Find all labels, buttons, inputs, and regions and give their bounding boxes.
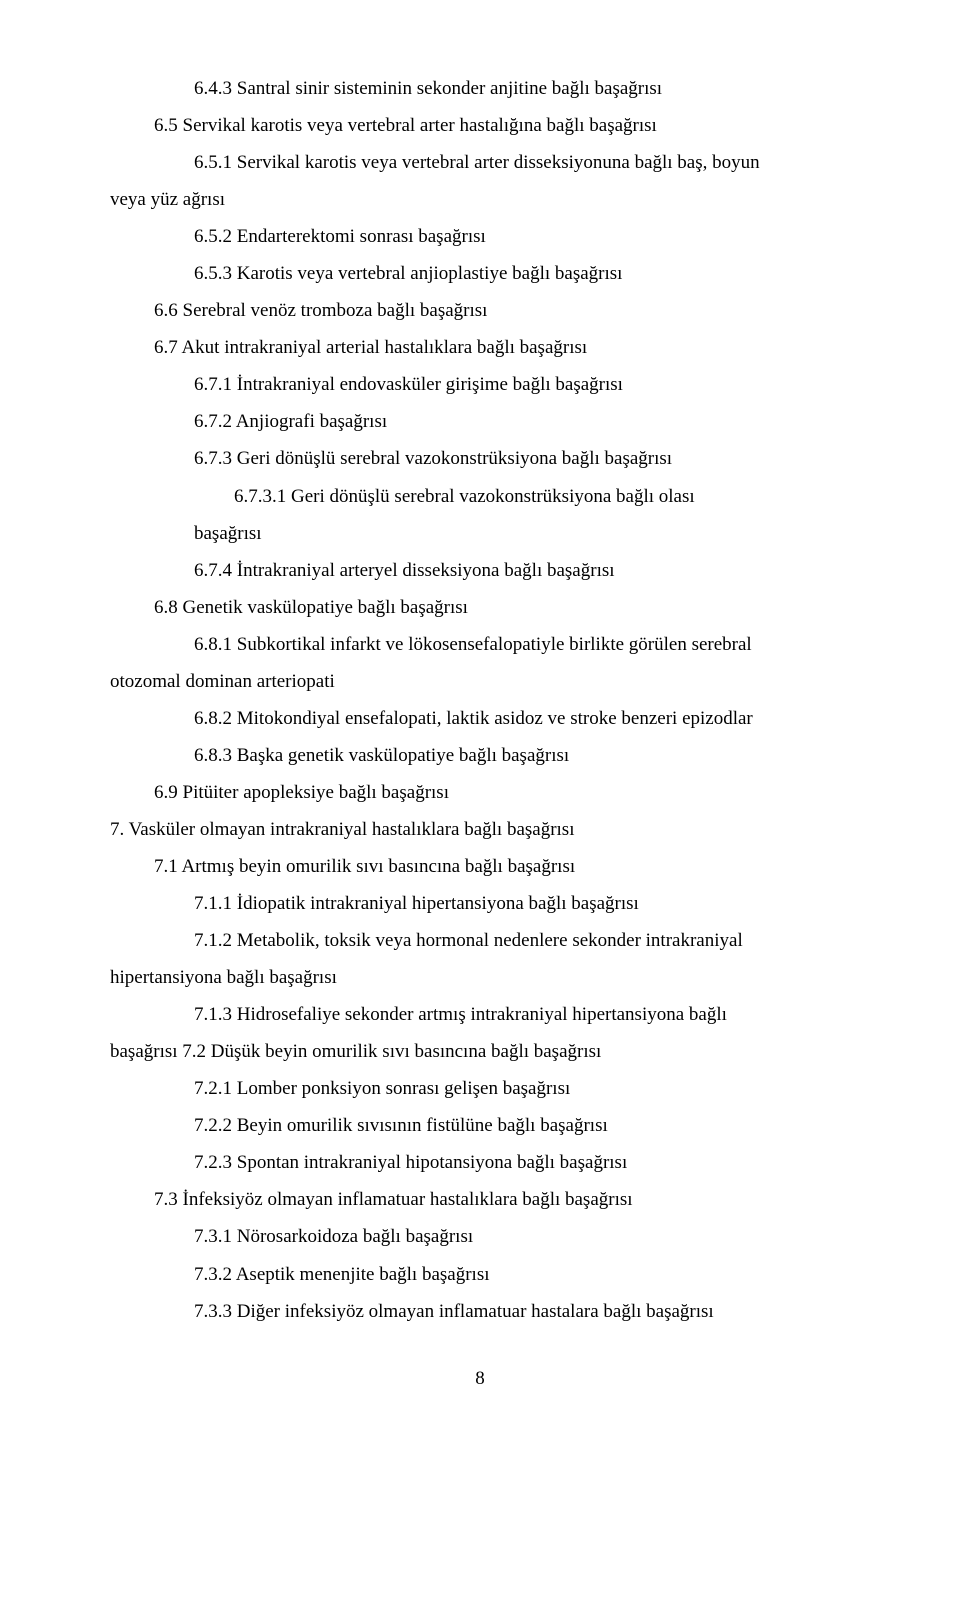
list-item: 6.9 Pitüiter apopleksiye bağlı başağrısı — [110, 774, 850, 811]
document-body: 6.4.3 Santral sinir sisteminin sekonder … — [110, 70, 850, 1397]
list-item: 6.7.4 İntrakraniyal arteryel disseksiyon… — [110, 552, 850, 589]
list-item: 6.6 Serebral venöz tromboza bağlı başağr… — [110, 292, 850, 329]
page-number: 8 — [110, 1360, 850, 1397]
list-item: 6.8 Genetik vaskülopatiye bağlı başağrıs… — [110, 589, 850, 626]
list-item: 7.1.3 Hidrosefaliye sekonder artmış intr… — [110, 996, 850, 1033]
list-item: 7.1 Artmış beyin omurilik sıvı basıncına… — [110, 848, 850, 885]
list-item-continuation: otozomal dominan arteriopati — [110, 663, 850, 700]
list-item-continuation: veya yüz ağrısı — [110, 181, 850, 218]
list-item: 6.8.3 Başka genetik vaskülopatiye bağlı … — [110, 737, 850, 774]
list-item: 6.5.1 Servikal karotis veya vertebral ar… — [110, 144, 850, 181]
list-item: 7.2.3 Spontan intrakraniyal hipotansiyon… — [110, 1144, 850, 1181]
list-item: 7.2.2 Beyin omurilik sıvısının fistülüne… — [110, 1107, 850, 1144]
list-item-continuation: başağrısı 7.2 Düşük beyin omurilik sıvı … — [110, 1033, 850, 1070]
list-item: 7. Vasküler olmayan intrakraniyal hastal… — [110, 811, 850, 848]
list-item: 6.5 Servikal karotis veya vertebral arte… — [110, 107, 850, 144]
list-item: 6.7.3.1 Geri dönüşlü serebral vazokonstr… — [110, 478, 850, 515]
list-item: 6.5.3 Karotis veya vertebral anjioplasti… — [110, 255, 850, 292]
list-item: 6.7 Akut intrakraniyal arterial hastalık… — [110, 329, 850, 366]
list-item: 6.7.2 Anjiografi başağrısı — [110, 403, 850, 440]
list-item: 6.7.3 Geri dönüşlü serebral vazokonstrük… — [110, 440, 850, 477]
list-item: 7.3.1 Nörosarkoidoza bağlı başağrısı — [110, 1218, 850, 1255]
list-item: 7.2.1 Lomber ponksiyon sonrası gelişen b… — [110, 1070, 850, 1107]
list-item: 6.8.2 Mitokondiyal ensefalopati, laktik … — [110, 700, 850, 737]
list-item-continuation: hipertansiyona bağlı başağrısı — [110, 959, 850, 996]
list-item: 7.3.2 Aseptik menenjite bağlı başağrısı — [110, 1256, 850, 1293]
list-item: 7.1.1 İdiopatik intrakraniyal hipertansi… — [110, 885, 850, 922]
list-item: 7.1.2 Metabolik, toksik veya hormonal ne… — [110, 922, 850, 959]
list-item-continuation: başağrısı — [110, 515, 850, 552]
list-item: 7.3 İnfeksiyöz olmayan inflamatuar hasta… — [110, 1181, 850, 1218]
list-item: 6.5.2 Endarterektomi sonrası başağrısı — [110, 218, 850, 255]
list-item: 6.8.1 Subkortikal infarkt ve lökosensefa… — [110, 626, 850, 663]
list-item: 7.3.3 Diğer infeksiyöz olmayan inflamatu… — [110, 1293, 850, 1330]
list-item: 6.7.1 İntrakraniyal endovasküler girişim… — [110, 366, 850, 403]
list-item: 6.4.3 Santral sinir sisteminin sekonder … — [110, 70, 850, 107]
